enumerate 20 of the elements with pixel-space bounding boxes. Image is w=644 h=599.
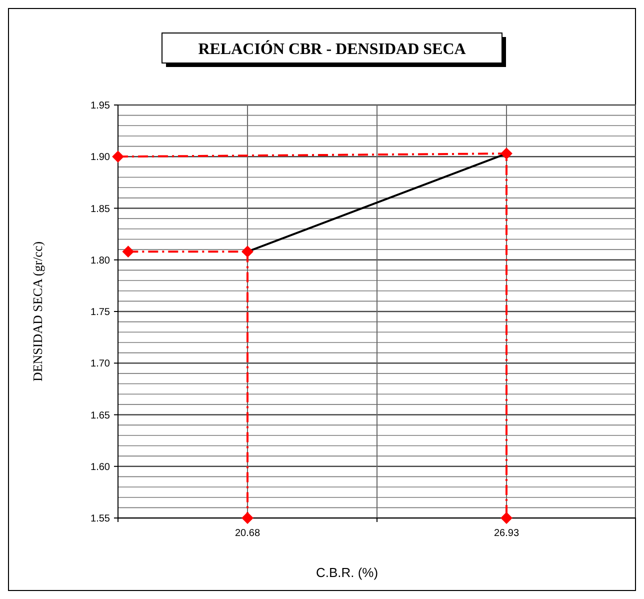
point	[112, 150, 124, 163]
y-tick-label: 1.55	[90, 514, 110, 524]
y-tick-label: 1.95	[90, 100, 110, 112]
point	[500, 148, 512, 160]
y-tick-label: 1.60	[90, 462, 110, 473]
x-axis-title: C.B.R. (%)	[316, 565, 378, 580]
point	[242, 512, 254, 524]
y-tick-label: 1.85	[90, 204, 110, 215]
y-tick-label: 1.80	[90, 255, 110, 266]
y-axis-title: DENSIDAD SECA (gr/cc)	[30, 241, 45, 382]
point	[242, 246, 254, 258]
y-tick-label: 1.90	[90, 152, 110, 164]
point	[122, 246, 134, 258]
y-tick-label: 1.70	[90, 358, 110, 370]
x-tick-label: 26.93	[494, 528, 520, 539]
chart-title: RELACIÓN CBR - DENSIDAD SECA	[198, 40, 466, 58]
y-tick-label: 1.75	[90, 307, 110, 318]
x-tick-label: 20.68	[234, 528, 260, 539]
y-tick-label: 1.65	[90, 410, 110, 422]
point	[500, 512, 512, 524]
